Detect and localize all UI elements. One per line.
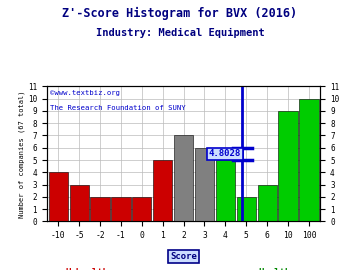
Bar [174,136,193,221]
Bar [69,185,89,221]
Y-axis label: Number of companies (67 total): Number of companies (67 total) [19,90,25,218]
Bar [49,172,68,221]
Text: ©www.textbiz.org: ©www.textbiz.org [50,90,120,96]
Bar [216,160,235,221]
Bar [237,197,256,221]
Text: Score: Score [170,252,197,261]
Text: Unhealthy: Unhealthy [66,268,114,270]
Bar [153,160,172,221]
Bar [90,197,110,221]
Text: The Research Foundation of SUNY: The Research Foundation of SUNY [50,105,185,111]
Bar [195,148,214,221]
Bar [111,197,131,221]
Bar [132,197,152,221]
Text: 4.8028: 4.8028 [209,149,241,158]
Bar [299,99,319,221]
Bar [278,111,298,221]
Bar [257,185,277,221]
Text: Healthy: Healthy [259,268,296,270]
Text: Industry: Medical Equipment: Industry: Medical Equipment [96,28,264,38]
Text: Z'-Score Histogram for BVX (2016): Z'-Score Histogram for BVX (2016) [62,7,298,20]
